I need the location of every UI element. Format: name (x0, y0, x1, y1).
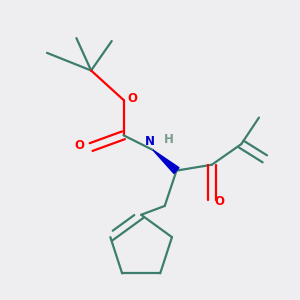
Text: O: O (74, 139, 84, 152)
Text: O: O (127, 92, 137, 105)
Text: N: N (145, 135, 155, 148)
Polygon shape (153, 150, 179, 173)
Text: O: O (214, 195, 224, 208)
Text: H: H (164, 133, 174, 146)
